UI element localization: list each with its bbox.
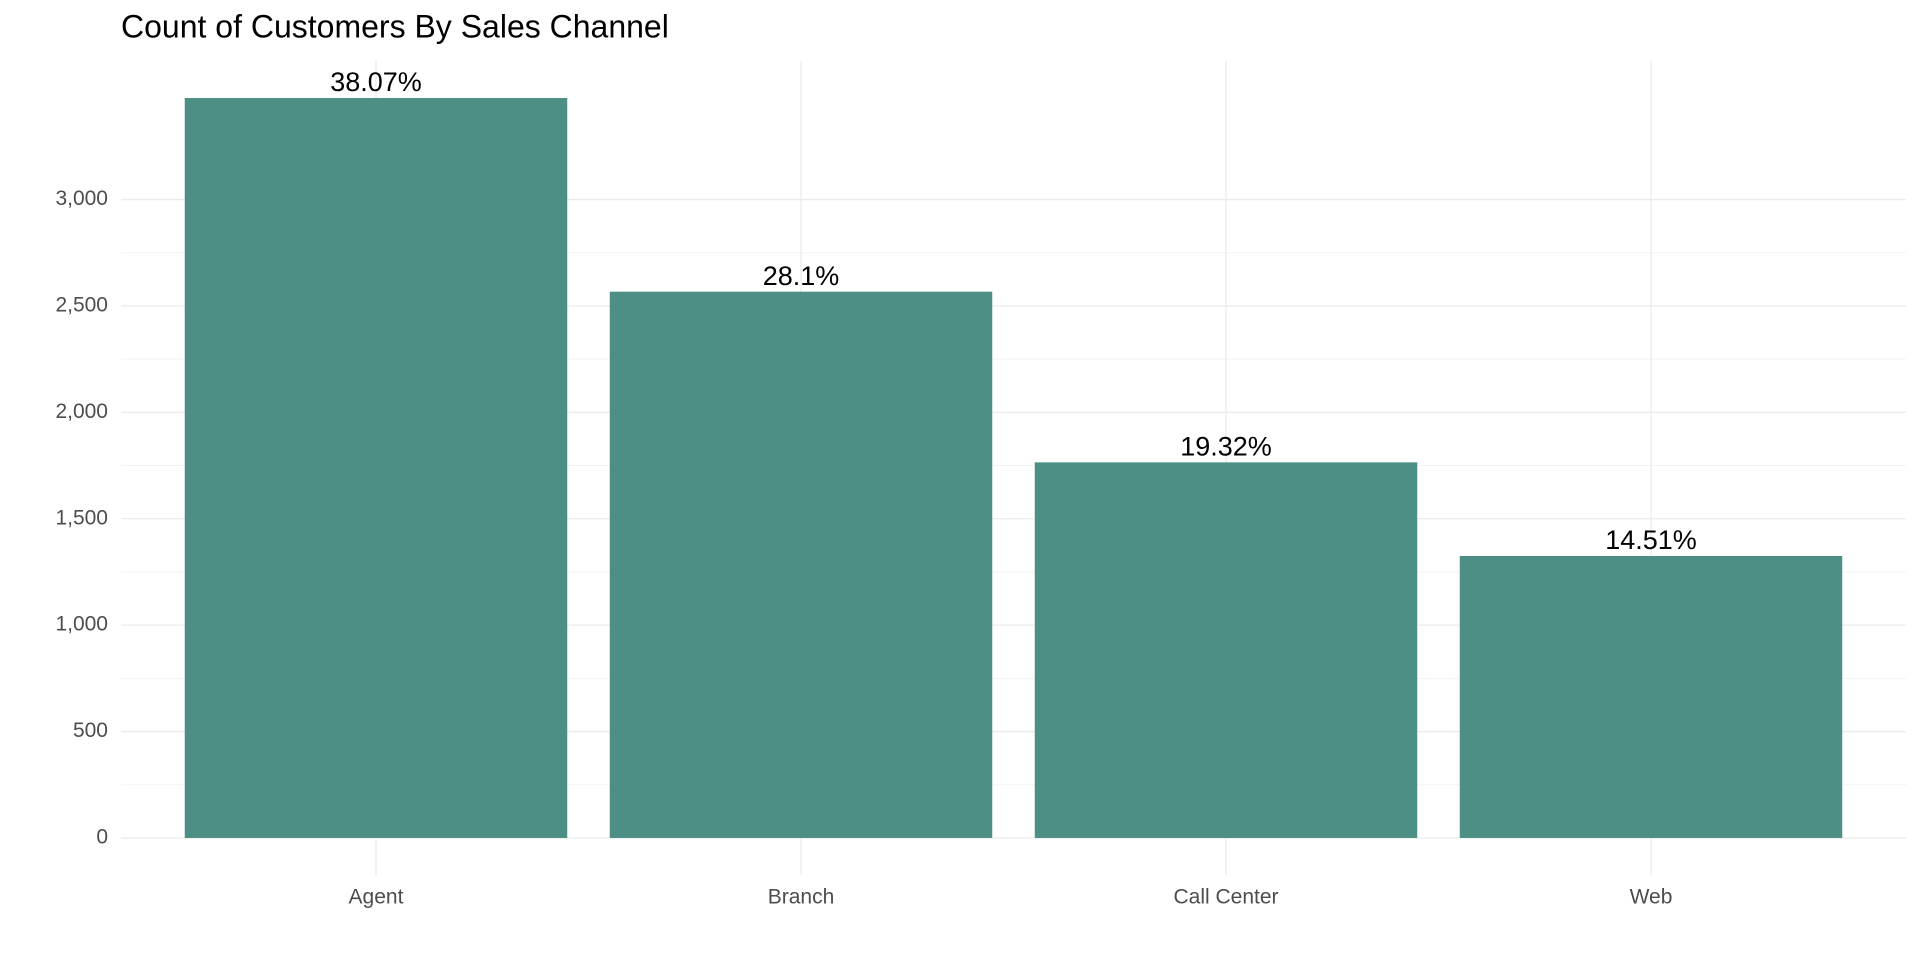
value-label: 28.1%: [763, 261, 840, 291]
chart-title: Count of Customers By Sales Channel: [121, 8, 669, 44]
y-tick-label: 2,000: [55, 400, 108, 423]
y-tick-label: 3,000: [55, 187, 108, 210]
bar: [609, 291, 993, 838]
bar: [184, 98, 568, 838]
y-tick-label: 500: [73, 719, 108, 742]
y-tick-label: 1,000: [55, 613, 108, 636]
value-label: 38.07%: [330, 67, 422, 97]
x-tick-label: Web: [1630, 886, 1673, 909]
y-tick-label: 2,500: [55, 293, 108, 316]
value-label: 14.51%: [1605, 525, 1697, 555]
y-tick-label: 1,500: [55, 506, 108, 529]
bar: [1459, 555, 1843, 838]
x-tick-label: Agent: [349, 886, 404, 909]
x-tick-label: Branch: [768, 886, 835, 909]
y-tick-label: 0: [96, 826, 108, 849]
bar: [1034, 462, 1418, 838]
value-label: 19.32%: [1180, 431, 1272, 461]
x-tick-label: Call Center: [1173, 886, 1278, 909]
